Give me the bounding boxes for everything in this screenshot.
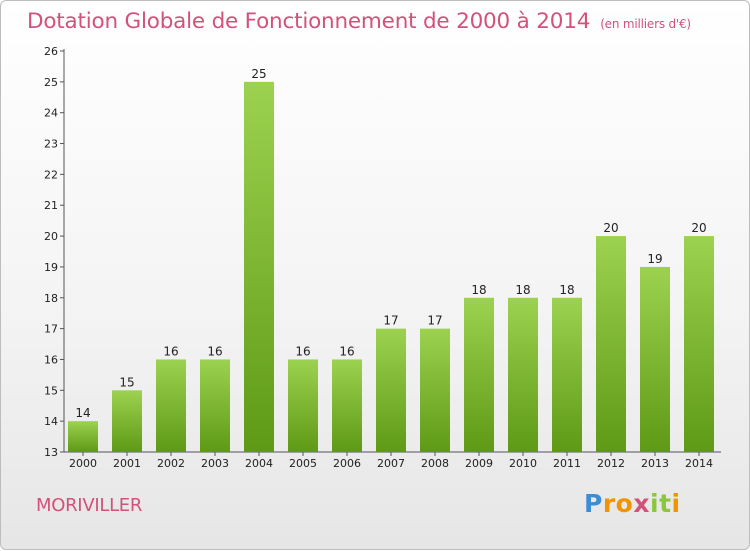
logo-letter: r	[602, 489, 616, 518]
bar-value-label: 17	[383, 314, 398, 328]
x-tick-label: 2002	[157, 457, 185, 470]
x-tick-label: 2011	[553, 457, 581, 470]
y-tick-label: 17	[44, 323, 58, 336]
bar	[156, 359, 186, 452]
bar-value-label: 18	[559, 283, 574, 297]
x-tick-label: 2010	[509, 457, 537, 470]
logo-letter: i	[671, 489, 681, 518]
bar-value-label: 19	[647, 252, 662, 266]
y-tick-label: 15	[44, 384, 58, 397]
bar	[552, 297, 582, 452]
bar-value-label: 14	[75, 406, 90, 420]
logo-letter: x	[633, 489, 650, 518]
bar-value-label: 18	[515, 283, 530, 297]
x-tick-label: 2005	[289, 457, 317, 470]
bar	[200, 359, 230, 452]
bar-value-label: 17	[427, 314, 442, 328]
bar	[112, 390, 142, 452]
bar	[684, 236, 714, 452]
chart-title-text: Dotation Globale de Fonctionnement de 20…	[27, 9, 591, 34]
y-tick-label: 21	[44, 199, 58, 212]
bar-value-label: 15	[119, 375, 134, 389]
logo-letter: t	[659, 489, 672, 518]
bar	[244, 81, 274, 452]
bar	[640, 266, 670, 452]
bar	[464, 297, 494, 452]
x-tick-label: 2003	[201, 457, 229, 470]
bar-value-label: 18	[471, 283, 486, 297]
y-tick-label: 19	[44, 261, 58, 274]
bar-value-label: 16	[339, 344, 354, 358]
x-tick-label: 2014	[685, 457, 713, 470]
chart-subtitle: (en milliers d'€)	[600, 17, 691, 31]
x-tick-label: 2007	[377, 457, 405, 470]
x-tick-label: 2000	[69, 457, 97, 470]
x-tick-label: 2001	[113, 457, 141, 470]
y-tick-label: 22	[44, 168, 58, 181]
y-tick-label: 13	[44, 446, 58, 459]
bar-value-label: 25	[251, 67, 266, 81]
logo-letter: i	[650, 489, 660, 518]
y-tick-label: 16	[44, 353, 58, 366]
x-tick-label: 2013	[641, 457, 669, 470]
x-tick-label: 2009	[465, 457, 493, 470]
bar	[68, 421, 98, 452]
bar-value-label: 16	[163, 344, 178, 358]
bar	[508, 297, 538, 452]
chart-title: Dotation Globale de Fonctionnement de 20…	[27, 9, 691, 34]
y-tick-label: 20	[44, 230, 58, 243]
bar	[288, 359, 318, 452]
bar-value-label: 16	[207, 344, 222, 358]
bar	[596, 236, 626, 452]
bar	[420, 328, 450, 452]
bar-value-label: 20	[691, 221, 706, 235]
x-tick-label: 2006	[333, 457, 361, 470]
y-tick-label: 23	[44, 138, 58, 151]
bar-value-label: 20	[603, 221, 618, 235]
logo-letter: o	[615, 489, 634, 518]
x-tick-label: 2004	[245, 457, 273, 470]
y-tick-label: 14	[44, 415, 58, 428]
town-name: MORIVILLER	[36, 495, 143, 516]
x-tick-label: 2008	[421, 457, 449, 470]
y-tick-label: 26	[44, 45, 58, 58]
bar	[332, 359, 362, 452]
x-tick-label: 2012	[597, 457, 625, 470]
bar	[376, 328, 406, 452]
y-tick-label: 25	[44, 76, 58, 89]
y-tick-label: 24	[44, 107, 58, 120]
bar-value-label: 16	[295, 344, 310, 358]
proxiti-logo: Proxiti	[584, 489, 681, 518]
y-tick-label: 18	[44, 292, 58, 305]
logo-letter: P	[584, 489, 603, 518]
